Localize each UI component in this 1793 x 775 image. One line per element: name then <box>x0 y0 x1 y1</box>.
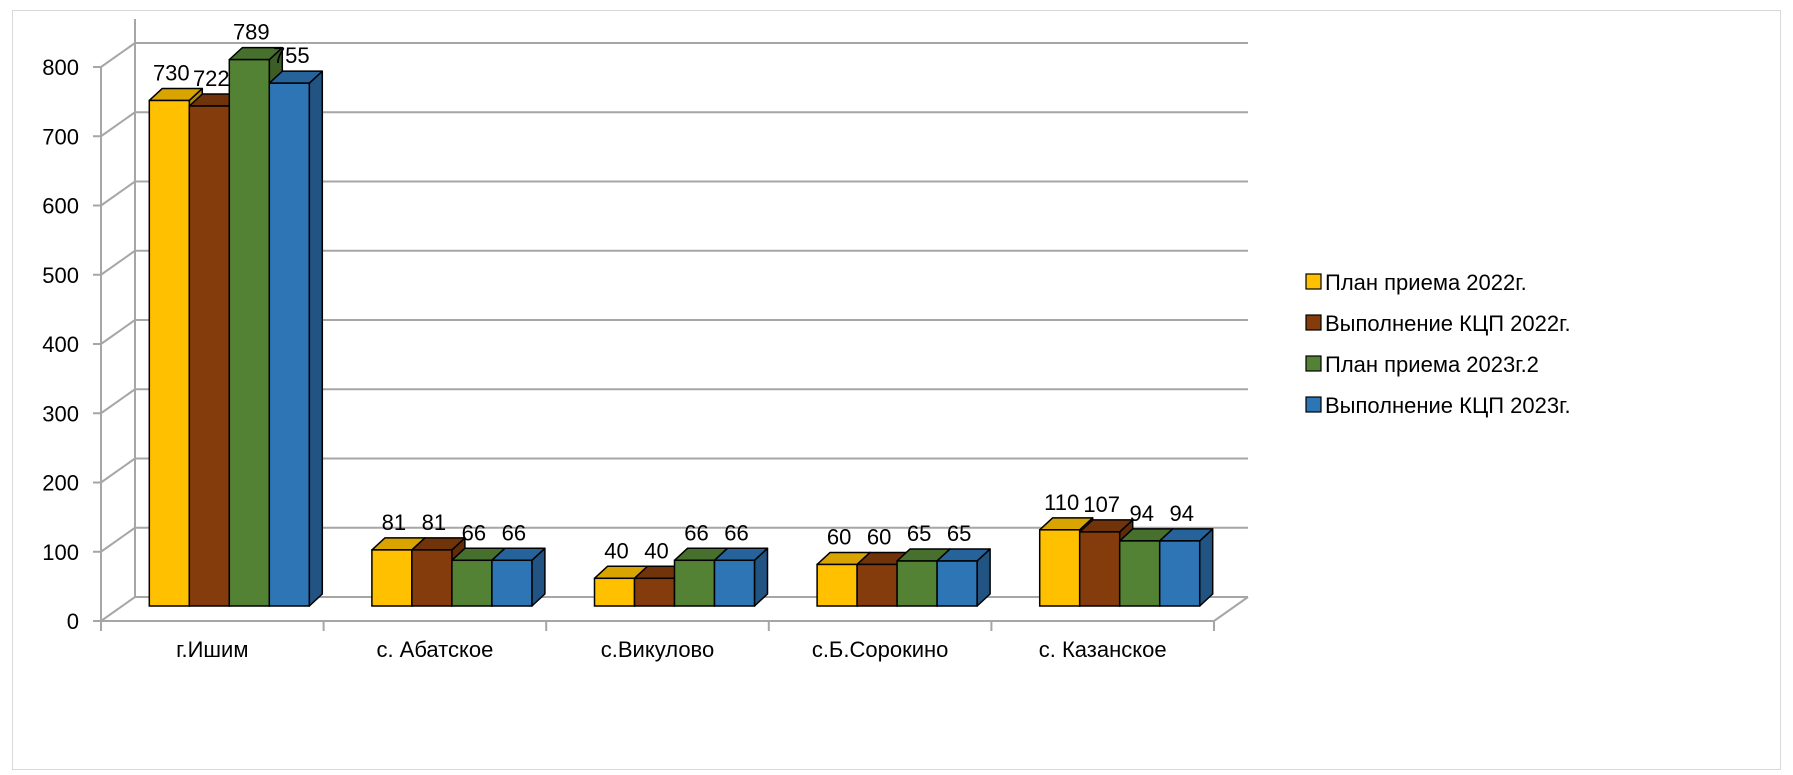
y-tick-label: 600 <box>42 194 79 219</box>
bar-front <box>1078 531 1121 607</box>
bar-front <box>713 559 756 607</box>
y-tick-label: 500 <box>42 263 79 288</box>
gridline-diagonal <box>100 319 136 345</box>
bar-front <box>936 560 978 607</box>
data-label: 66 <box>462 520 486 545</box>
gridline-diagonal <box>100 388 136 415</box>
data-label: 789 <box>233 20 270 45</box>
data-label: 66 <box>724 520 748 545</box>
data-label: 60 <box>827 524 851 549</box>
y-tick-label: 0 <box>67 609 79 634</box>
bar-front <box>593 577 636 607</box>
bar-front <box>491 559 533 607</box>
legend-label: План приема 2022г. <box>1325 270 1527 295</box>
x-tick-label: с. Казанское <box>1039 637 1167 662</box>
bar-front <box>451 559 493 607</box>
legend: План приема 2022г. Выполнение КЦП 2022г. П… <box>1305 270 1571 418</box>
bar-front <box>411 549 453 607</box>
gridline-diagonal <box>100 526 136 553</box>
gridline-diagonal <box>100 249 136 276</box>
legend-swatch <box>1305 273 1322 290</box>
bars <box>148 46 1214 607</box>
x-tick-label: с. Абатское <box>376 637 493 662</box>
data-label: 730 <box>153 60 190 85</box>
y-tick-label: 400 <box>42 332 79 357</box>
bar-front <box>673 559 716 607</box>
legend-label: Выполнение КЦП 2022г. <box>1325 311 1571 336</box>
data-label: 722 <box>193 66 230 91</box>
bar-front <box>268 82 311 607</box>
bar-front <box>816 563 858 607</box>
bar-front <box>188 105 231 607</box>
bar-front <box>633 577 676 607</box>
legend-label: Выполнение КЦП 2023г. <box>1325 393 1571 418</box>
data-label: 65 <box>947 521 971 546</box>
bar-front <box>148 99 191 607</box>
y-tick-label: 700 <box>42 124 79 149</box>
bar-front <box>896 560 938 607</box>
data-label: 66 <box>502 520 526 545</box>
legend-swatch <box>1305 396 1322 413</box>
bar-front <box>371 549 413 607</box>
data-label: 81 <box>422 510 446 535</box>
y-tick-label: 200 <box>42 471 79 496</box>
floor-right-edge <box>1213 596 1249 622</box>
bar-front <box>1038 529 1081 607</box>
bar <box>268 70 324 607</box>
data-label: 755 <box>273 43 310 68</box>
chart-frame <box>12 10 1781 770</box>
y-tick-label: 300 <box>42 401 79 426</box>
data-label: 65 <box>907 521 931 546</box>
x-tick-label: с.Б.Сорокино <box>812 637 949 662</box>
bar-front <box>1158 540 1201 607</box>
data-label: 107 <box>1083 492 1120 517</box>
gridline-diagonal <box>100 596 136 622</box>
bar <box>491 547 546 607</box>
axes: 0 100 200 300 400 500 600 700 800 г.Ишим с. Абатск… <box>42 19 1215 662</box>
gridline-diagonal <box>100 42 136 68</box>
bar-side <box>1198 528 1214 607</box>
y-tick-label: 100 <box>42 540 79 565</box>
gridline-diagonal <box>100 111 136 138</box>
data-label: 40 <box>644 538 668 563</box>
data-label: 60 <box>867 524 891 549</box>
legend-swatch <box>1305 314 1322 331</box>
data-label: 40 <box>604 538 628 563</box>
x-tick-label: г.Ишим <box>176 637 248 662</box>
data-label: 66 <box>684 520 708 545</box>
data-label: 110 <box>1044 490 1079 515</box>
bar-side <box>308 70 324 607</box>
x-tick-label: с.Викулово <box>601 637 714 662</box>
bar-front <box>228 58 271 607</box>
bar <box>713 547 769 607</box>
gridline-diagonal <box>100 180 136 207</box>
data-label: 81 <box>382 510 406 535</box>
data-label: 94 <box>1129 501 1153 526</box>
bar-front <box>856 563 898 607</box>
y-tick-label: 800 <box>42 55 79 80</box>
legend-label: План приема 2023г.2 <box>1325 352 1539 377</box>
gridline-diagonal <box>100 457 136 484</box>
data-label: 94 <box>1169 501 1193 526</box>
bar <box>1158 528 1214 607</box>
bar-front <box>1118 540 1161 607</box>
bar <box>936 548 991 607</box>
legend-swatch <box>1305 355 1322 372</box>
